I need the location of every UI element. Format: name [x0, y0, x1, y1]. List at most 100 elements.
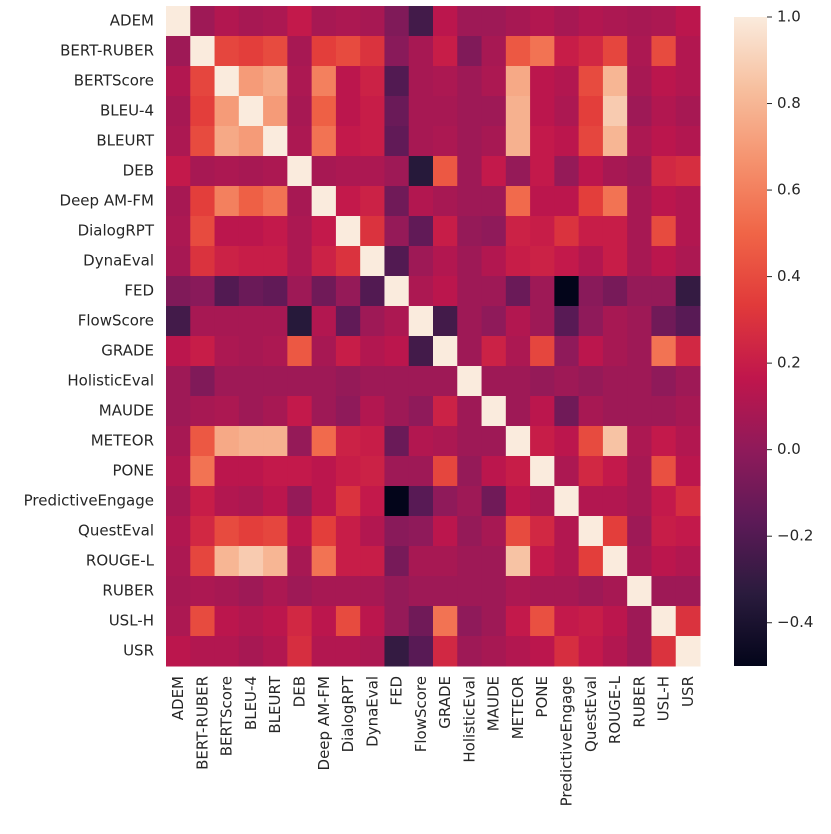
- heatmap-cell: [166, 126, 191, 157]
- heatmap-cell: [166, 306, 191, 337]
- heatmap-cell: [214, 6, 240, 37]
- heatmap-cell: [263, 366, 288, 397]
- heatmap-cell: [554, 336, 580, 367]
- heatmap-cell: [360, 186, 385, 217]
- heatmap-cell: [214, 66, 240, 97]
- heatmap-cell: [457, 636, 483, 667]
- heatmap-cell: [408, 576, 434, 607]
- heatmap-cell: [627, 246, 652, 277]
- y-tick-label: ROUGE-L: [86, 552, 155, 570]
- heatmap-cell: [505, 66, 531, 97]
- heatmap-cell: [651, 66, 677, 97]
- heatmap-cell: [433, 36, 458, 67]
- heatmap-cell: [384, 246, 410, 277]
- heatmap-cell: [627, 66, 652, 97]
- heatmap-cell: [530, 576, 555, 607]
- heatmap-cell: [214, 606, 240, 637]
- heatmap-cell: [651, 6, 677, 37]
- heatmap-cell: [311, 36, 337, 67]
- heatmap-cell: [166, 156, 191, 187]
- x-tick-label: BLEURT: [266, 675, 284, 733]
- heatmap-cell: [384, 66, 410, 97]
- heatmap-cell: [554, 186, 580, 217]
- heatmap-cell: [287, 96, 313, 127]
- heatmap-cell: [214, 336, 240, 367]
- heatmap-cell: [627, 36, 652, 67]
- heatmap-cell: [214, 36, 240, 67]
- heatmap-cell: [433, 156, 458, 187]
- heatmap-cell: [627, 486, 652, 517]
- heatmap-cell: [530, 396, 555, 427]
- heatmap-cell: [602, 396, 628, 427]
- heatmap-cell: [190, 6, 216, 37]
- heatmap-cell: [578, 636, 604, 667]
- heatmap-cell: [408, 456, 434, 487]
- heatmap-cell: [311, 216, 337, 247]
- heatmap-cell: [238, 486, 264, 517]
- heatmap-cell: [530, 6, 555, 37]
- heatmap-cell: [238, 336, 264, 367]
- x-tick-label: FlowScore: [412, 676, 430, 752]
- heatmap-cell: [360, 66, 385, 97]
- heatmap-cell: [675, 516, 701, 547]
- heatmap-cell: [675, 576, 701, 607]
- heatmap-cell: [651, 336, 677, 367]
- x-tick-label: BERT-RUBER: [193, 676, 211, 770]
- heatmap-cell: [335, 516, 361, 547]
- heatmap-cell: [384, 636, 410, 667]
- heatmap-cell: [505, 246, 531, 277]
- heatmap-cell: [627, 426, 652, 457]
- heatmap-cell: [408, 366, 434, 397]
- heatmap-cell: [578, 546, 604, 577]
- heatmap-cell: [554, 366, 580, 397]
- heatmap-cell: [554, 546, 580, 577]
- heatmap-cell: [433, 426, 458, 457]
- heatmap-cell: [311, 126, 337, 157]
- y-tick-label: MAUDE: [99, 402, 154, 420]
- heatmap-cell: [627, 156, 652, 187]
- heatmap-cell: [166, 396, 191, 427]
- heatmap-cell: [651, 156, 677, 187]
- heatmap-cell: [651, 96, 677, 127]
- heatmap-cell: [166, 186, 191, 217]
- heatmap-cell: [384, 576, 410, 607]
- heatmap-cell: [384, 426, 410, 457]
- heatmap-cell: [335, 456, 361, 487]
- heatmap-cell: [602, 426, 628, 457]
- y-tick-label: GRADE: [101, 342, 154, 360]
- heatmap-cell: [651, 606, 677, 637]
- heatmap-cell: [287, 366, 313, 397]
- heatmap-cell: [311, 516, 337, 547]
- heatmap-cell: [433, 276, 458, 307]
- heatmap-cell: [287, 306, 313, 337]
- heatmap-cell: [360, 306, 385, 337]
- heatmap-cell: [408, 276, 434, 307]
- heatmap-cell: [505, 426, 531, 457]
- heatmap-cell: [408, 66, 434, 97]
- heatmap-cell: [602, 126, 628, 157]
- heatmap-cell: [214, 426, 240, 457]
- heatmap-cell: [360, 426, 385, 457]
- heatmap-cell: [408, 546, 434, 577]
- heatmap-cell: [214, 306, 240, 337]
- heatmap-cell: [263, 516, 288, 547]
- heatmap-cell: [360, 36, 385, 67]
- heatmap-cell: [675, 426, 701, 457]
- heatmap-cell: [166, 36, 191, 67]
- heatmap-cell: [505, 156, 531, 187]
- heatmap-cell: [263, 486, 288, 517]
- heatmap-cell: [190, 276, 216, 307]
- x-tick-labels: ADEM BERT-RUBER BERTScore BLEU-4 BLEURT DEB De…: [169, 675, 697, 806]
- heatmap-cell: [457, 156, 483, 187]
- heatmap-cell: [335, 366, 361, 397]
- heatmap-cell: [481, 6, 507, 37]
- heatmap-cell: [408, 336, 434, 367]
- heatmap-cell: [433, 216, 458, 247]
- heatmap-cell: [627, 216, 652, 247]
- heatmap-cell: [627, 96, 652, 127]
- heatmap-cell: [190, 366, 216, 397]
- heatmap-cell: [238, 366, 264, 397]
- heatmap-cell: [481, 306, 507, 337]
- heatmap-cell: [335, 126, 361, 157]
- x-tick-label: ADEM: [169, 676, 187, 720]
